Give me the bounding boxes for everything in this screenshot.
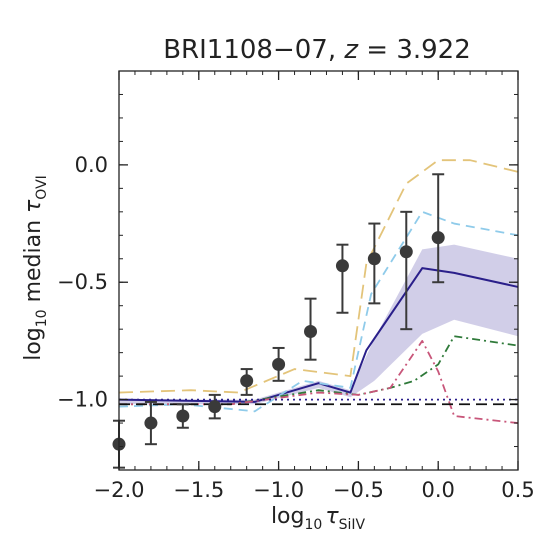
- data-point: [176, 409, 190, 423]
- series-line-5: [119, 340, 519, 424]
- x-tick-label: −2.0: [94, 478, 145, 502]
- data-point: [304, 325, 318, 339]
- data-point: [367, 252, 381, 266]
- model-series-group: [118, 159, 519, 424]
- axis-ticks: [118, 70, 519, 471]
- x-tick-label: −1.5: [173, 478, 224, 502]
- x-tick-label: 0.5: [501, 478, 534, 502]
- x-axis-label: log10 τSiIV: [271, 504, 366, 533]
- chart-title: BRI1108−07, z = 3.922: [163, 35, 471, 65]
- series-line-3: [118, 210, 519, 413]
- data-point: [240, 374, 254, 388]
- x-tick-label: 0.0: [421, 478, 454, 502]
- data-point: [431, 231, 445, 245]
- data-point: [335, 259, 349, 273]
- tick-labels: −2.0 −1.5 −1.0 −0.5 0.0 0.5 −1.0 −0.5 0.0: [57, 153, 535, 502]
- series-line-2: [118, 159, 519, 394]
- data-point: [272, 357, 286, 371]
- scatter-band-area: [119, 244, 518, 405]
- y-tick-label: −0.5: [57, 270, 108, 294]
- model-scatter-band: [119, 244, 518, 405]
- series-line-4: [119, 335, 519, 406]
- y-tick-label: 0.0: [75, 153, 108, 177]
- x-tick-label: −1.0: [253, 478, 304, 502]
- data-point: [144, 416, 158, 430]
- data-point: [208, 400, 222, 414]
- y-tick-label: −1.0: [57, 388, 108, 412]
- x-tick-label: −0.5: [333, 478, 384, 502]
- plot-frame: [118, 70, 519, 471]
- data-point: [399, 245, 413, 259]
- y-axis-label: log10 median τOVI: [21, 175, 50, 361]
